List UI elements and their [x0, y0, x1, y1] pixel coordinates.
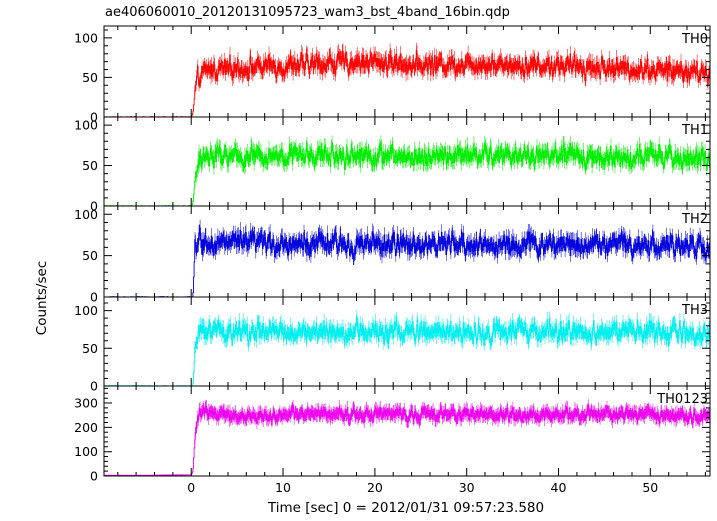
y-tick-label: 300: [74, 396, 98, 411]
y-tick-label: 50: [82, 70, 98, 85]
series-th2: [104, 219, 710, 297]
panel-th1: 0 50 100 TH1: [74, 116, 711, 214]
y-tick-label: 0: [90, 199, 98, 214]
x-tick-label: 20: [367, 480, 383, 495]
tick-marks: [104, 26, 710, 118]
series-th0: [104, 42, 710, 117]
tick-marks: [104, 205, 710, 298]
panel-label: TH1: [681, 123, 708, 138]
series-line: [104, 317, 710, 386]
y-axis-label: Counts/sec: [34, 261, 50, 335]
y-tick-label: 200: [74, 420, 98, 435]
x-tick-label: 40: [551, 480, 567, 495]
y-tick-label: 100: [74, 30, 98, 45]
y-tick-label: 100: [74, 118, 98, 133]
y-tick-label: 100: [74, 303, 98, 318]
y-tick-label: 100: [74, 207, 98, 222]
y-tick-label: 50: [82, 341, 98, 356]
panel-label: TH0123: [656, 392, 708, 407]
x-tick-label: 10: [275, 480, 291, 495]
tick-marks: [104, 386, 710, 477]
series-th3: [104, 310, 710, 386]
y-tick-label: 0: [90, 379, 98, 394]
x-axis-label: Time [sec] 0 = 2012/01/31 09:57:23.580: [267, 500, 544, 516]
series-line: [104, 142, 710, 206]
chart-title: ae406060010_20120131095723_wam3_bst_4ban…: [105, 5, 510, 20]
panel-label: TH2: [681, 212, 708, 227]
x-tick-label: 50: [642, 480, 658, 495]
panel-th0123: 0 100 200 300 TH0123: [74, 385, 711, 484]
panel-th0: 0 50 100 TH0: [74, 25, 711, 125]
series-th0123: [104, 399, 710, 476]
panel-th2: 0 50 100 TH2: [74, 205, 711, 305]
x-tick-label: 0: [187, 480, 195, 495]
panel-label: TH0: [681, 32, 708, 47]
series-line: [104, 50, 710, 117]
y-tick-label: 100: [74, 444, 98, 459]
y-tick-label: 0: [90, 469, 98, 484]
y-tick-label: 50: [82, 158, 98, 173]
y-tick-label: 50: [82, 248, 98, 263]
panel-frame: [103, 385, 711, 477]
series-line: [104, 405, 710, 476]
tick-marks: [104, 116, 710, 207]
panel-th3: 0 50 100 TH3: [74, 296, 711, 394]
series-line: [104, 227, 710, 297]
series-th1: [104, 135, 710, 206]
y-tick-label: 0: [90, 110, 98, 125]
panel-label: TH3: [681, 303, 708, 318]
y-tick-label: 0: [90, 290, 98, 305]
x-tick-label: 30: [459, 480, 475, 495]
tick-marks: [104, 297, 710, 387]
